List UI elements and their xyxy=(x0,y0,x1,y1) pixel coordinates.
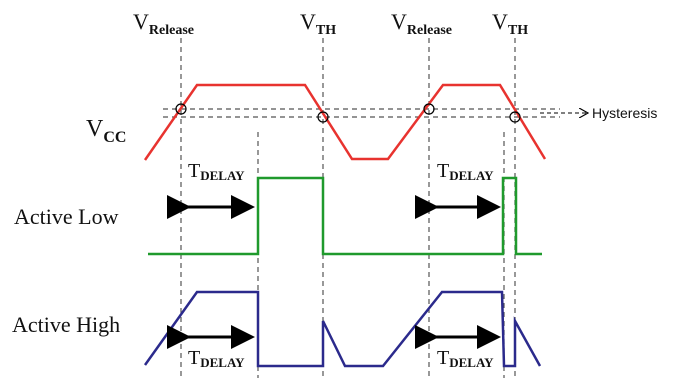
label-hysteresis: Hysteresis xyxy=(592,105,657,121)
crossing-circle-3 xyxy=(423,103,435,115)
crossing-markers xyxy=(175,103,521,123)
label-vcc: VCC xyxy=(86,116,126,146)
label-v-release-1: VRelease xyxy=(133,9,194,38)
label-tdelay-low-1: TDELAY xyxy=(188,160,245,183)
label-active-high: Active High xyxy=(12,312,120,337)
label-tdelay-high-1: TDELAY xyxy=(188,347,245,370)
label-active-low: Active Low xyxy=(14,204,119,229)
crossing-circle-2 xyxy=(317,111,329,123)
label-tdelay-high-2: TDELAY xyxy=(437,347,494,370)
label-tdelay-low-2: TDELAY xyxy=(437,160,494,183)
active-high-waveform xyxy=(143,290,542,368)
label-v-release-2: VRelease xyxy=(391,9,452,38)
vcc-waveform xyxy=(143,83,547,161)
active-low-waveform xyxy=(148,176,542,256)
crossing-circle-1 xyxy=(175,103,187,115)
delay-arrows xyxy=(167,195,501,349)
hysteresis-lines xyxy=(163,109,588,117)
label-v-th-2: VTH xyxy=(492,9,528,38)
crossing-circle-4 xyxy=(509,111,521,123)
label-v-th-1: VTH xyxy=(300,9,336,38)
